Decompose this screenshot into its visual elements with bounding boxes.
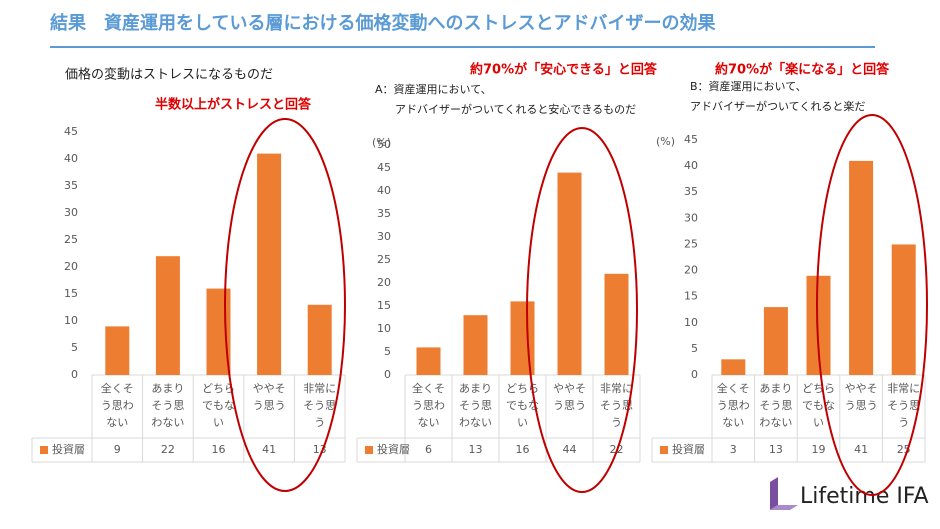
table-value: 41	[854, 443, 868, 456]
bar	[721, 359, 746, 375]
y-tick-label: 40	[684, 159, 698, 172]
annotation: 約70%が「安心できる」と回答	[470, 62, 658, 78]
y-tick-label: 20	[64, 260, 78, 273]
legend-label: 投資層	[672, 442, 705, 456]
x-tick-label: 非常にそう思う	[303, 382, 336, 429]
y-tick-label: 15	[64, 287, 78, 300]
y-tick-label: 35	[64, 179, 78, 192]
y-tick-label: 40	[377, 184, 391, 197]
highlight-ellipse	[816, 114, 928, 496]
table-value: 16	[516, 443, 530, 456]
y-tick-label: 5	[384, 345, 391, 358]
x-tick-label: 全くそう思わない	[101, 381, 134, 429]
y-tick-label: 15	[684, 290, 698, 303]
y-unit: (%)	[372, 136, 391, 149]
bar	[557, 172, 582, 375]
y-tick-label: 10	[377, 322, 391, 335]
bar	[105, 326, 130, 375]
table-value: 22	[161, 443, 175, 456]
x-tick-label: ややそう思う	[553, 382, 586, 412]
x-tick-label: どちらでもない	[802, 382, 835, 429]
legend-swatch	[660, 446, 668, 454]
legend-swatch	[40, 446, 48, 454]
table-value: 3	[730, 443, 737, 456]
x-tick-label: あまりそう思わない	[151, 382, 184, 429]
bar	[510, 301, 535, 375]
x-tick-label: 全くそう思わない	[412, 381, 445, 429]
y-tick-label: 45	[684, 133, 698, 146]
bar	[257, 153, 282, 375]
bar	[416, 347, 441, 375]
x-tick-label: 全くそう思わない	[717, 381, 750, 429]
chart-subtitle: B：資産運用において、	[690, 80, 807, 93]
chart-subtitle: アドバイザーがついてくれると安心できるものだ	[395, 102, 636, 116]
table-value: 13	[769, 443, 783, 456]
y-tick-label: 25	[377, 253, 391, 266]
x-tick-label: ややそう思う	[845, 382, 878, 412]
table-value: 6	[425, 443, 432, 456]
y-unit: (%)	[656, 135, 675, 148]
annotation: 半数以上がストレスと回答	[155, 97, 312, 113]
bar	[891, 244, 916, 375]
y-tick-label: 5	[691, 342, 698, 355]
y-tick-label: 5	[71, 341, 78, 354]
y-tick-label: 45	[377, 161, 391, 174]
table-value: 19	[812, 443, 826, 456]
y-tick-label: 30	[64, 206, 78, 219]
logo-icon	[770, 477, 798, 510]
y-tick-label: 45	[64, 125, 78, 138]
legend-label: 投資層	[377, 442, 410, 456]
y-tick-label: 20	[377, 276, 391, 289]
y-tick-label: 35	[684, 185, 698, 198]
bar	[763, 307, 788, 375]
x-tick-label: あまりそう思わない	[459, 382, 492, 429]
table-value: 13	[469, 443, 483, 456]
y-tick-label: 25	[64, 233, 78, 246]
y-tick-label: 10	[684, 316, 698, 329]
y-tick-label: 35	[377, 207, 391, 220]
y-tick-label: 40	[64, 152, 78, 165]
y-tick-label: 20	[684, 264, 698, 277]
bar	[463, 315, 488, 375]
chart-title: 価格の変動はストレスになるものだ	[65, 67, 273, 83]
y-tick-label: 15	[377, 299, 391, 312]
chart-subtitle: アドバイザーがついてくれると楽だ	[690, 99, 865, 113]
table-value: 41	[262, 443, 276, 456]
logo: Lifetime IFA	[800, 484, 929, 509]
y-tick-label: 25	[684, 237, 698, 250]
table-value: 44	[563, 443, 577, 456]
bar	[155, 256, 180, 375]
y-tick-label: 0	[691, 368, 698, 381]
bar	[307, 304, 332, 375]
y-tick-label: 0	[384, 368, 391, 381]
x-tick-label: ややそう思う	[253, 382, 286, 412]
x-tick-label: 非常にそう思う	[600, 382, 633, 429]
y-tick-label: 0	[71, 368, 78, 381]
bar	[849, 160, 874, 375]
table-value: 9	[114, 443, 121, 456]
x-tick-label: どちらでもない	[202, 382, 235, 429]
legend-swatch	[365, 446, 373, 454]
y-tick-label: 10	[64, 314, 78, 327]
x-tick-label: 非常にそう思う	[887, 382, 920, 429]
y-tick-label: 30	[684, 211, 698, 224]
highlight-ellipse	[526, 127, 638, 493]
y-tick-label: 50	[377, 138, 391, 151]
x-tick-label: あまりそう思わない	[759, 382, 792, 429]
chart-subtitle: A：資産運用において、	[375, 83, 492, 96]
annotation: 約70%が「楽になる」と回答	[715, 62, 890, 78]
table-value: 16	[212, 443, 226, 456]
slide-title: 結果 資産運用をしている層における価格変動へのストレスとアドバイザーの効果	[50, 12, 716, 34]
y-tick-label: 30	[377, 230, 391, 243]
bar	[604, 273, 629, 375]
legend-label: 投資層	[52, 442, 85, 456]
highlight-ellipse	[224, 118, 346, 492]
